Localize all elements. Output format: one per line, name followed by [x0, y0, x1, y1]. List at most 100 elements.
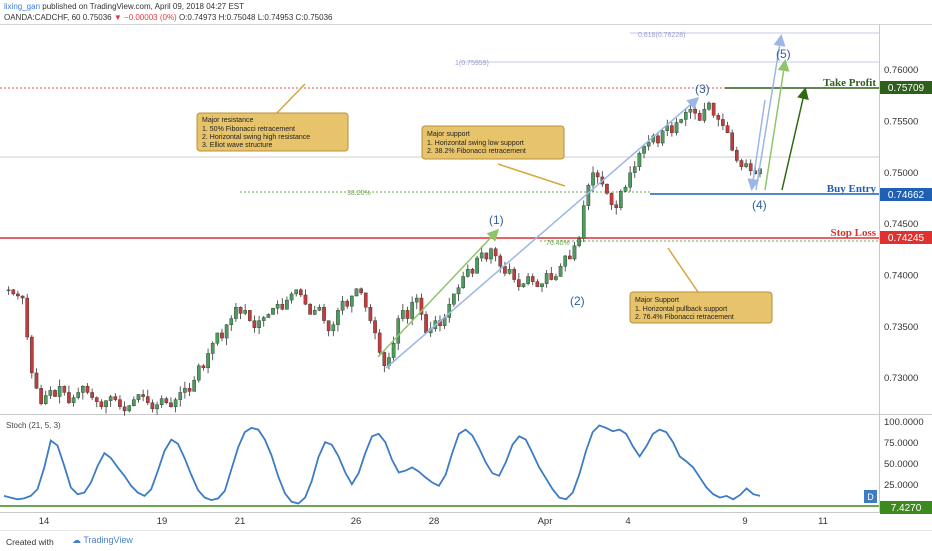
candle-body	[363, 292, 368, 308]
candle-body	[558, 266, 563, 277]
candle-body	[628, 172, 632, 188]
candle-body	[479, 252, 484, 259]
candle-body	[642, 145, 646, 154]
candle-body	[563, 255, 568, 267]
candle-body	[308, 303, 312, 315]
wave-5-projection-arrow	[755, 34, 786, 191]
candle-body	[396, 318, 401, 344]
fib-1-label: 1(0.75959)	[455, 60, 489, 67]
candle-body	[470, 269, 475, 274]
support1-callout-pointer	[497, 163, 566, 187]
candle-body	[62, 386, 67, 393]
time-tick-label: 11	[818, 516, 828, 527]
time-tick-label: 28	[429, 516, 440, 527]
support1-note[interactable]	[421, 125, 565, 160]
stoch-d-badge	[864, 490, 877, 503]
candle-body	[526, 276, 530, 284]
candle-body	[670, 125, 674, 133]
stoch-axis: 100.0000 75.0000 50.0000 25.0000	[884, 417, 924, 491]
candle-body	[456, 287, 461, 295]
candle-body	[697, 113, 702, 121]
candle-body	[178, 392, 183, 400]
candle-body	[475, 257, 479, 274]
candle-body	[234, 307, 238, 319]
fib-618-label: 0.618(0.76228)	[638, 32, 685, 39]
candle-body	[247, 310, 252, 321]
low-value: L:0.74953	[257, 13, 294, 22]
price-change: −0.00003 (0%)	[124, 13, 177, 22]
candle-body	[730, 132, 734, 151]
candle-body	[71, 397, 76, 403]
candle-body	[368, 307, 373, 321]
stoch-value-badge	[880, 501, 932, 514]
price-tick-label: 0.73000	[884, 373, 918, 384]
candle-body	[679, 119, 683, 123]
candle-body	[540, 283, 544, 287]
candle-body	[122, 406, 127, 412]
candle-body	[118, 399, 122, 408]
stoch-tick-label: 75.0000	[884, 438, 918, 449]
candle-body	[544, 273, 549, 284]
publisher-name[interactable]: lixing_gan	[4, 2, 41, 11]
candle-body	[303, 294, 308, 305]
stoch-tick-label: 25.0000	[884, 480, 918, 491]
fib-76-label: 76.40%	[546, 240, 570, 247]
candle-body	[614, 204, 619, 208]
time-tick-label: 4	[625, 516, 630, 527]
stop-loss-label: Stop Loss	[830, 227, 876, 239]
time-tick-label: 21	[235, 516, 246, 527]
candle-body	[215, 332, 220, 344]
candle-body	[145, 396, 150, 403]
candle-body	[192, 379, 196, 392]
price-axis[interactable]: 0.76000 0.75500 0.75000 0.74500 0.74000 0.735…	[884, 65, 918, 384]
resistance-callout-pointer	[271, 83, 306, 119]
candle-body	[173, 399, 178, 408]
time-tick-label: 19	[157, 516, 168, 527]
close-value: C:0.75036	[295, 13, 333, 22]
candle-body	[721, 119, 725, 126]
candle-body	[183, 388, 187, 393]
candle-body	[150, 402, 155, 410]
chart-canvas[interactable]: 38.20% 76.40% 1(0.75959) 0.618(0.76228) …	[0, 24, 932, 530]
symbol: OANDA:CADCHF, 60	[4, 13, 81, 22]
resistance-note[interactable]	[196, 112, 349, 152]
support1-note-line: 2. 38.2% Fibonacci retracement	[427, 148, 526, 155]
candle-body	[391, 342, 396, 358]
candle-body	[48, 390, 53, 396]
candle-body	[461, 276, 465, 288]
candle-body	[702, 108, 707, 121]
candle-body	[688, 108, 693, 113]
take-profit-badge	[880, 81, 932, 94]
candle-body	[312, 310, 317, 315]
buy-entry-price: 0.74662	[888, 190, 925, 201]
stoch-title: Stoch (21, 5, 3)	[6, 421, 61, 430]
candle-body	[632, 166, 637, 174]
candle-body	[20, 295, 25, 299]
tradingview-logo[interactable]: ☁ TradingView	[72, 535, 133, 546]
candle-body	[326, 320, 331, 332]
target-arrow	[781, 87, 809, 191]
support2-note[interactable]	[629, 291, 773, 324]
candle-body	[605, 183, 609, 194]
buy-entry-badge	[880, 188, 932, 201]
candle-body	[201, 365, 206, 369]
wave-label: (2)	[570, 294, 585, 308]
time-axis[interactable]: 14 19 21 26 28 Apr 4 9 11	[39, 516, 828, 527]
resistance-note-line: 3. Elliot wave structure	[202, 142, 273, 149]
stop-loss-badge	[880, 231, 932, 244]
candle-body	[419, 297, 424, 315]
candle-body	[53, 390, 57, 397]
candle-body	[656, 135, 660, 144]
price-tick-label: 0.75500	[884, 117, 918, 128]
candle-body	[507, 269, 512, 274]
candle-body	[81, 386, 85, 393]
candle-body	[401, 310, 405, 319]
candle-body	[76, 392, 81, 398]
high-value: H:0.75048	[218, 13, 256, 22]
wave-1-3-arrow	[385, 97, 700, 369]
time-tick-label: 14	[39, 516, 50, 527]
candle-body	[16, 293, 20, 297]
candle-body	[257, 320, 261, 328]
candle-body	[586, 184, 591, 206]
created-with-text: Created with	[6, 537, 54, 547]
